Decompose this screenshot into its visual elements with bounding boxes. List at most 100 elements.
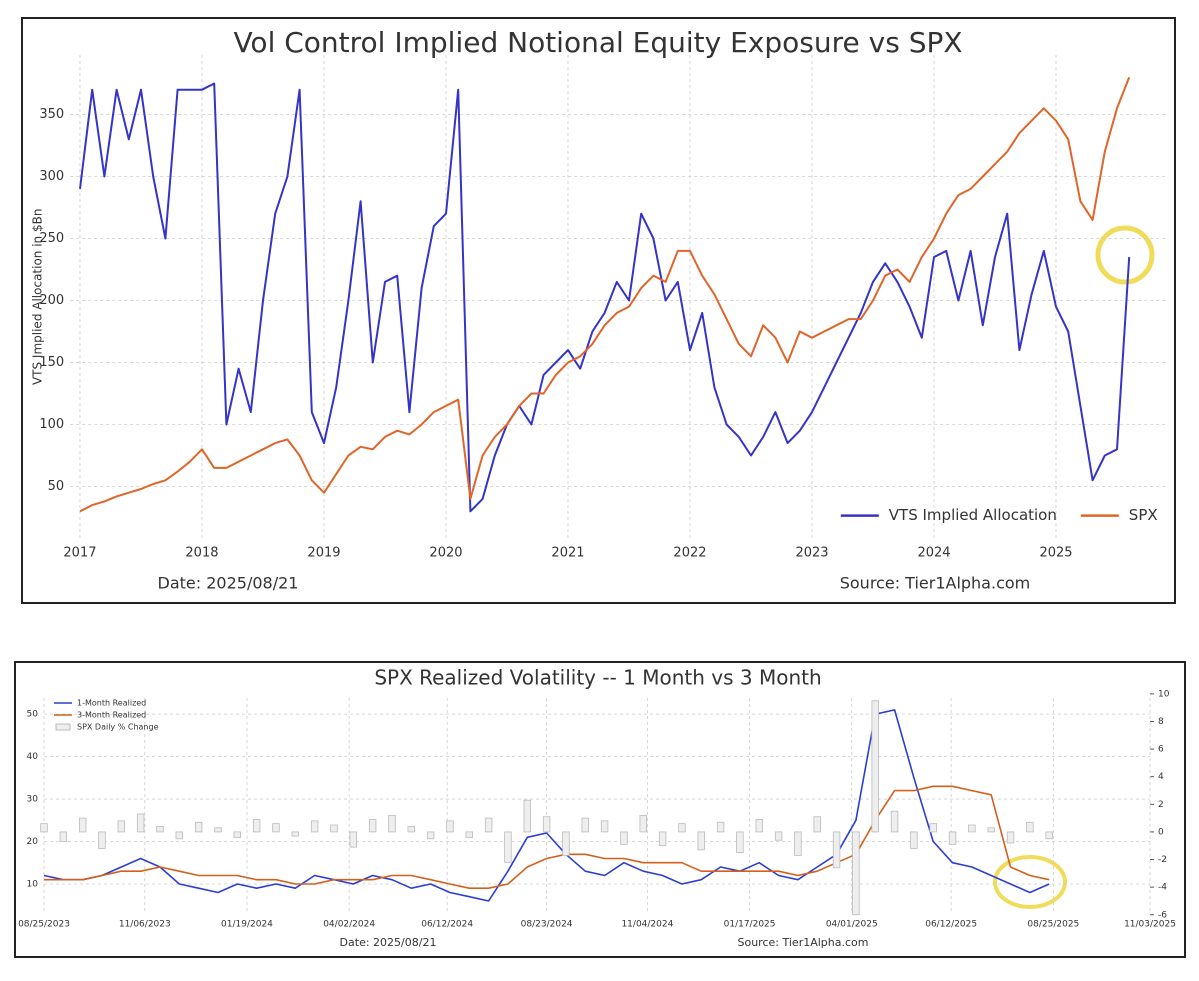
bar [1045, 831, 1053, 840]
chart-frame [14, 661, 1186, 958]
y2-tick-label: 6 [1158, 745, 1164, 755]
bar [1026, 821, 1034, 833]
bar [117, 820, 126, 833]
x-tick-label: 01/17/2025 [724, 920, 776, 930]
bar [504, 831, 512, 863]
bar [426, 831, 435, 840]
x-tick-label: 08/25/2023 [18, 920, 70, 930]
y2-tick-label: -2 [1158, 855, 1167, 865]
legend-label: 3-Month Realized [77, 711, 146, 720]
annotation: Date: 2025/08/21 [158, 574, 299, 593]
bar [233, 831, 242, 838]
bar [310, 820, 319, 833]
bar [852, 831, 860, 916]
bar [562, 831, 570, 856]
y-axis-label: VTS Implied Allocation in $Bn [31, 209, 45, 386]
bar [581, 817, 589, 833]
x-tick-label: 08/23/2024 [521, 920, 573, 930]
series-line [44, 785, 1050, 889]
bar [252, 819, 261, 833]
bar [175, 831, 184, 840]
bar [98, 831, 106, 849]
bar [523, 799, 531, 833]
y2-tick-label: 2 [1158, 800, 1164, 810]
y2-tick-label: 0 [1158, 827, 1164, 837]
y-tick-label: 100 [39, 417, 64, 432]
x-tick-label: 2019 [307, 546, 340, 561]
bar [910, 831, 918, 849]
x-tick-label: 04/01/2025 [826, 920, 878, 930]
bar [330, 824, 338, 833]
y-tick-label: 300 [39, 169, 64, 184]
bar [832, 831, 841, 869]
bar [465, 831, 473, 838]
x-tick-label: 2025 [1039, 546, 1072, 561]
x-tick-label: 11/03/2025 [1124, 920, 1176, 930]
bar [156, 826, 164, 833]
bar [658, 831, 667, 847]
x-tick-label: 11/06/2023 [119, 920, 171, 930]
bar [755, 819, 763, 833]
bar [620, 831, 628, 845]
bar [78, 817, 87, 833]
bar [987, 827, 995, 833]
y-tick-label: 250 [39, 231, 64, 246]
legend-label: VTS Implied Allocation [889, 506, 1057, 524]
y-tick-label: 50 [27, 710, 39, 720]
x-tick-label: 2017 [63, 546, 96, 561]
bar [948, 831, 957, 845]
bar [716, 821, 725, 833]
y-tick-label: 40 [27, 752, 39, 762]
chart-title: Vol Control Implied Notional Equity Expo… [233, 26, 962, 59]
x-tick-label: 08/25/2025 [1027, 920, 1079, 930]
y2-tick-label: -4 [1158, 883, 1167, 893]
y-tick-label: 30 [27, 795, 39, 805]
annotation: Date: 2025/08/21 [340, 936, 437, 949]
bar [272, 823, 280, 833]
bar [813, 816, 821, 833]
highlight-circle [1095, 225, 1155, 285]
bar [678, 823, 686, 833]
bar [388, 814, 396, 833]
bar [194, 821, 203, 833]
x-tick-label: 06/12/2024 [421, 920, 473, 930]
bar [890, 810, 899, 833]
bar [291, 831, 300, 837]
x-tick-label: 2021 [551, 546, 584, 561]
highlight-circle [993, 855, 1067, 909]
bar [600, 820, 609, 833]
bar [59, 831, 68, 842]
bar [136, 813, 145, 833]
series-line [79, 76, 1131, 513]
x-tick-label: 06/12/2025 [925, 920, 977, 930]
legend-label: 1-Month Realized [77, 699, 146, 708]
x-tick-label: 04/02/2024 [323, 920, 375, 930]
legend-label: SPX [1129, 506, 1158, 524]
y-tick-label: 150 [39, 355, 64, 370]
legend-label: SPX Daily % Change [77, 723, 159, 732]
y-tick-label: 20 [27, 837, 39, 847]
y-tick-label: 350 [39, 107, 64, 122]
bar [968, 824, 976, 833]
x-tick-label: 11/04/2024 [621, 920, 673, 930]
bar [736, 831, 744, 854]
bar [1006, 831, 1015, 844]
bar [484, 817, 493, 833]
annotation: Source: Tier1Alpha.com [738, 936, 869, 949]
legend-swatch [55, 723, 71, 731]
x-tick-label: 2022 [673, 546, 706, 561]
bar [929, 823, 937, 833]
x-tick-label: 2020 [429, 546, 462, 561]
x-tick-label: 2018 [185, 546, 218, 561]
chart-title: SPX Realized Volatility -- 1 Month vs 3 … [374, 666, 821, 690]
y2-tick-label: 10 [1158, 689, 1170, 699]
bar [349, 831, 358, 848]
x-tick-label: 2024 [917, 546, 950, 561]
y2-tick-label: 4 [1158, 772, 1164, 782]
bar [871, 700, 879, 833]
bar [774, 831, 783, 841]
y2-tick-label: -6 [1158, 910, 1167, 920]
bar [214, 827, 222, 833]
y-tick-label: 200 [39, 293, 64, 308]
bar [40, 823, 48, 833]
